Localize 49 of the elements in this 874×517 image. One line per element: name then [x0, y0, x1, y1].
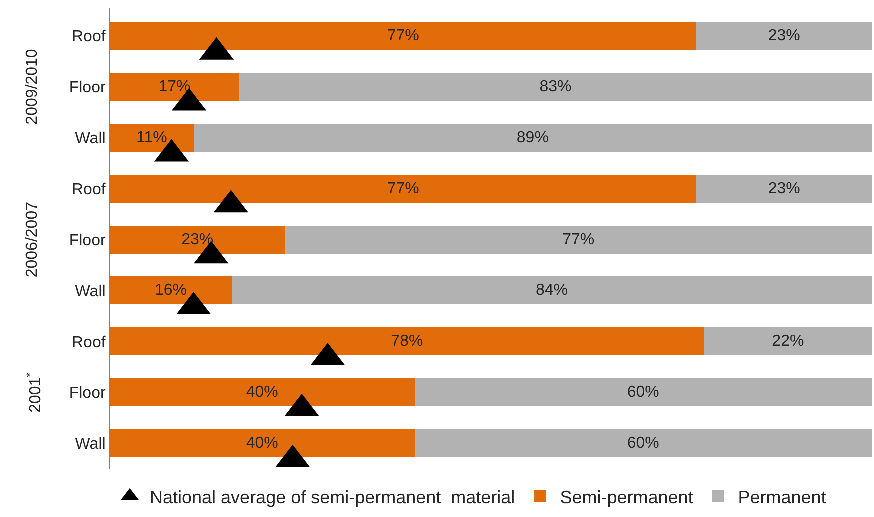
data-label: 11%: [136, 129, 168, 146]
bar: [232, 276, 872, 305]
data-label: 84%: [536, 282, 568, 300]
bar: [110, 174, 697, 203]
y-tick-label: Wall: [75, 130, 106, 148]
bar: [194, 124, 872, 152]
text: 2006/2007: [24, 202, 42, 278]
data-label: 17%: [158, 78, 191, 96]
data-label: 23%: [182, 231, 214, 248]
data-label: 77%: [387, 180, 420, 198]
bar: [704, 328, 872, 356]
y-tick-label: Wall: [75, 283, 106, 300]
bar: [110, 276, 232, 305]
y-tick-label: Floor: [69, 232, 106, 250]
legend-label: National average of semi-permanent material: [150, 487, 516, 508]
bar: [696, 22, 872, 50]
bar: [110, 430, 415, 458]
data-label: 40%: [246, 384, 278, 402]
data-label: 89%: [516, 129, 549, 146]
y-tick-label: Floor: [69, 80, 106, 97]
bar: [110, 378, 415, 407]
data-label: 23%: [768, 180, 800, 198]
legend-label: Permanent: [738, 487, 826, 508]
text: 2009/2010: [24, 49, 41, 125]
legend-label: Semi-permanent: [560, 487, 694, 508]
bar: [414, 430, 872, 458]
data-label: 60%: [627, 384, 660, 402]
bar: [240, 72, 872, 101]
data-label: 23%: [768, 28, 800, 45]
data-label: 60%: [627, 435, 660, 452]
data-label: 40%: [246, 435, 278, 452]
data-label: 77%: [562, 231, 595, 248]
data-label: 77%: [387, 28, 420, 45]
data-label: 16%: [154, 282, 187, 300]
y-tick-label: Floor: [69, 385, 106, 402]
y-tick-label: Roof: [72, 181, 106, 198]
y-tick-label: Roof: [72, 334, 106, 352]
bar: [110, 22, 697, 50]
bar: [696, 174, 872, 203]
y-tick-label: Wall: [75, 436, 106, 454]
y-tick-label: Roof: [72, 28, 106, 46]
bar: [110, 226, 286, 254]
bar: [285, 226, 872, 254]
bar: [414, 378, 872, 407]
bar: [110, 72, 240, 101]
data-label: 83%: [540, 78, 572, 96]
data-label: 78%: [391, 333, 424, 350]
bar: [110, 328, 704, 356]
data-label: 22%: [772, 333, 804, 350]
